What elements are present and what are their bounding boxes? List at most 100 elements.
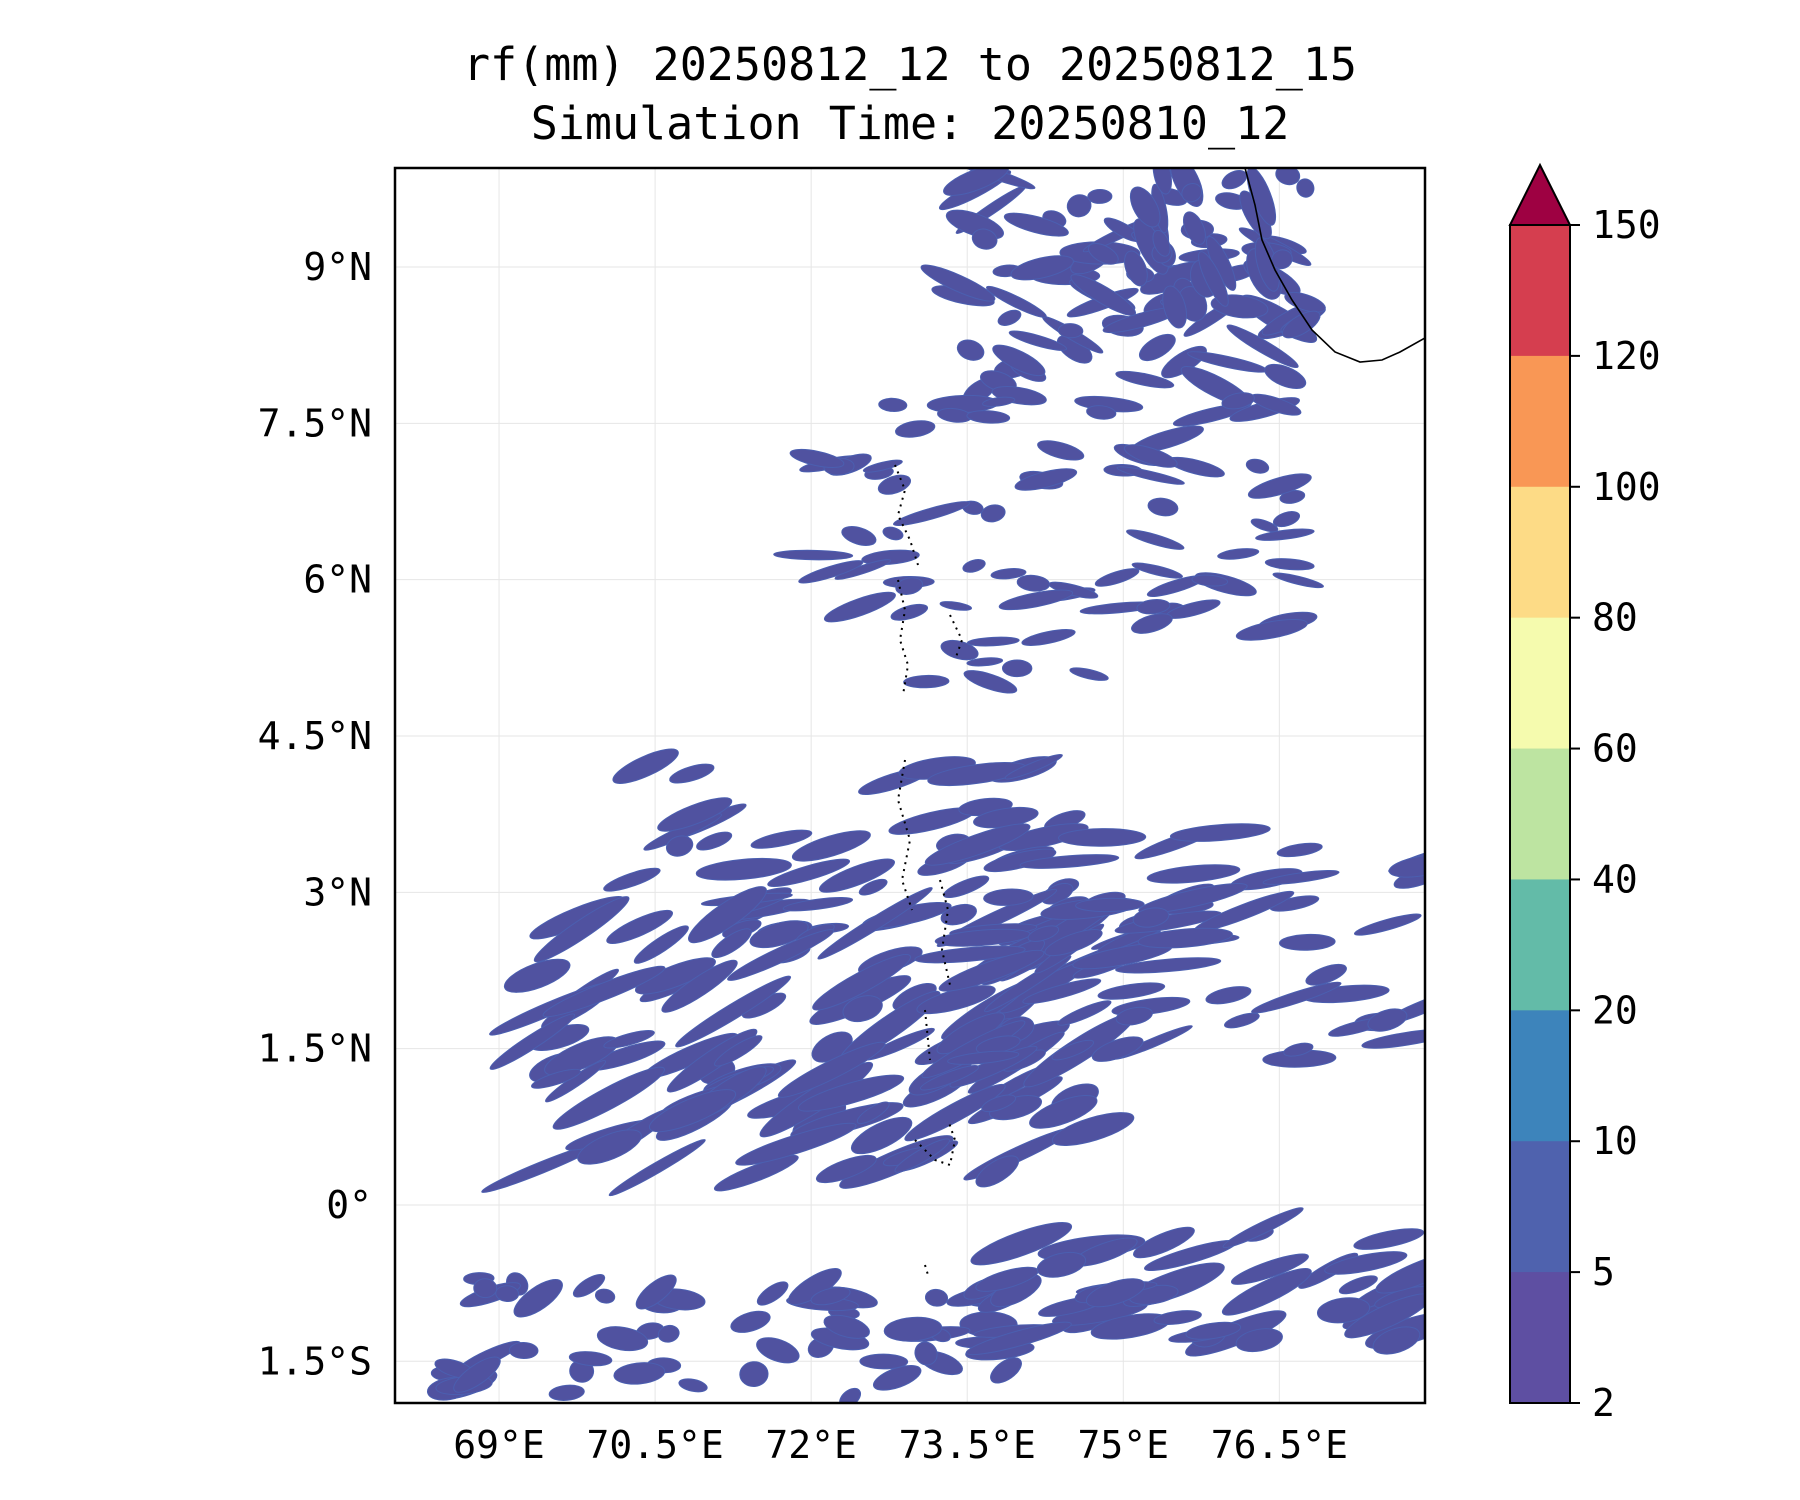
rain-cell [1367, 1008, 1408, 1032]
rain-cell [983, 848, 1057, 873]
rain-cell [1250, 518, 1279, 533]
rain-cell [688, 886, 767, 944]
rain-cell [513, 1279, 563, 1318]
rain-cell [1167, 456, 1225, 478]
colorbar-frame [1509, 224, 1571, 1404]
rain-cell [750, 829, 813, 849]
rain-cell [986, 285, 1047, 318]
rain-cell [841, 526, 877, 546]
rain-cell [1066, 194, 1092, 218]
rain-cell [823, 1314, 870, 1339]
rain-cell [665, 835, 694, 857]
y-tick-label: 1.5°S [258, 1339, 372, 1383]
latitude-ticks: 9°N 7.5°N 6°N 4.5°N 3°N 1.5°N 0° 1.5°S [258, 245, 372, 1383]
coastlines [894, 168, 1425, 1276]
colorbar-label: 20 [1592, 988, 1638, 1032]
rain-cell [634, 957, 716, 995]
y-tick-label: 4.5°N [258, 714, 372, 758]
x-tick-label: 75°E [1078, 1423, 1170, 1467]
rain-cell [817, 887, 933, 960]
rain-cell [1085, 1278, 1146, 1308]
rain-cell [1226, 324, 1299, 369]
rain-cell [739, 1361, 769, 1387]
rain-cell [1133, 1226, 1195, 1259]
rain-cell [552, 1066, 665, 1130]
rain-cell [1222, 1207, 1304, 1249]
rain-cell [1235, 618, 1308, 641]
rain-cell [473, 1278, 498, 1299]
rain-cell [990, 568, 1027, 580]
rain-cell [1162, 285, 1187, 329]
rain-cell [661, 959, 738, 1013]
rain-cell [947, 1050, 1020, 1065]
rain-cell [596, 1326, 649, 1352]
rain-cell [975, 1155, 1020, 1188]
rain-cell [1185, 1321, 1242, 1340]
rain-cell [669, 763, 715, 784]
rain-cell [861, 549, 920, 566]
rain-cell [1272, 511, 1301, 528]
rain-cell [798, 560, 864, 584]
rain-cell [1316, 1297, 1371, 1324]
rain-cell [1087, 189, 1113, 204]
rain-cell [1057, 1000, 1112, 1026]
colorbar-label: 80 [1592, 596, 1638, 640]
rain-cell [1051, 1112, 1135, 1146]
rain-cell [1281, 310, 1321, 339]
map-title-line-1: rf(mm) 20250812_12 to 20250812_15 [462, 38, 1358, 91]
colorbar-segment [1510, 1141, 1570, 1273]
rain-cell [981, 1094, 1017, 1113]
rain-cell [695, 857, 792, 881]
rain-cell [1019, 854, 1120, 869]
rain-cell [850, 1116, 913, 1155]
rain-cell [984, 955, 1072, 1013]
rain-cell [1057, 323, 1084, 339]
rain-cell [773, 549, 854, 561]
rain-cell [1272, 572, 1324, 589]
rain-cell [1221, 1268, 1312, 1316]
rain-cell [606, 909, 673, 945]
rain-cell [577, 1129, 642, 1165]
rain-cell [1021, 628, 1076, 646]
rain-cell [914, 945, 1026, 964]
y-tick-label: 9°N [303, 245, 372, 289]
rain-cell [956, 339, 985, 361]
rain-cell [1283, 1042, 1314, 1057]
rain-cell [877, 474, 912, 495]
rain-cell [1152, 229, 1171, 257]
rain-cell [1284, 291, 1326, 313]
rain-cell [894, 1138, 950, 1173]
colorbar-label: 150 [1592, 203, 1661, 247]
rain-cell [608, 1139, 706, 1197]
rain-cell [1097, 982, 1166, 1000]
rain-cell [1217, 548, 1260, 560]
rainfall-contours [426, 168, 1425, 1403]
rain-cell [1255, 528, 1315, 541]
rain-cell [1014, 468, 1078, 491]
x-tick-label: 73.5°E [899, 1423, 1036, 1467]
rain-cell [992, 344, 1046, 377]
rain-cell [1147, 497, 1179, 517]
colorbar-label: 60 [1592, 727, 1638, 771]
rain-cell [1115, 957, 1222, 974]
rain-cell [1029, 1094, 1098, 1129]
rain-cell [856, 1101, 890, 1125]
rain-cell [859, 1353, 909, 1370]
rain-cell [594, 1288, 616, 1304]
rain-cell [1262, 869, 1340, 885]
colorbar: 150 120 100 80 60 40 20 10 5 2 [1508, 162, 1661, 1425]
rain-cell [711, 928, 752, 959]
rain-cell [819, 858, 895, 893]
rain-cell [1075, 897, 1145, 913]
rain-cell [1048, 581, 1099, 599]
rain-cell [1016, 574, 1051, 592]
rain-cell [966, 657, 1004, 667]
y-tick-label: 0° [326, 1183, 372, 1227]
rain-cell [568, 1351, 613, 1367]
rain-cell [1136, 599, 1171, 615]
rain-cell [895, 420, 936, 438]
rain-cell [1116, 466, 1185, 485]
colorbar-segment [1510, 617, 1570, 750]
rain-cell [1247, 473, 1312, 499]
